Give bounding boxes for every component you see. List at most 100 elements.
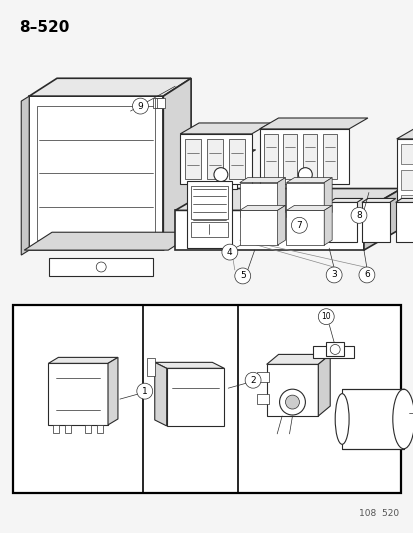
Text: 9: 9 <box>137 102 143 110</box>
Bar <box>65 425 71 433</box>
Text: 108  520: 108 520 <box>358 510 398 518</box>
Polygon shape <box>289 150 339 161</box>
Circle shape <box>221 244 237 260</box>
Circle shape <box>325 267 341 283</box>
Polygon shape <box>175 189 401 211</box>
Polygon shape <box>328 203 356 242</box>
Bar <box>228 139 244 179</box>
Circle shape <box>234 268 250 284</box>
Polygon shape <box>166 368 224 426</box>
Bar <box>400 196 413 215</box>
Ellipse shape <box>335 394 348 445</box>
Polygon shape <box>24 232 196 250</box>
Polygon shape <box>266 354 330 365</box>
Polygon shape <box>154 362 166 426</box>
Polygon shape <box>259 129 348 183</box>
Text: 1: 1 <box>142 386 147 395</box>
Polygon shape <box>361 203 389 242</box>
Bar <box>157 98 165 108</box>
Polygon shape <box>266 365 318 416</box>
Circle shape <box>132 98 148 114</box>
Circle shape <box>298 168 311 182</box>
Polygon shape <box>147 358 154 376</box>
Polygon shape <box>277 177 285 217</box>
Polygon shape <box>259 118 367 129</box>
Bar <box>53 425 59 433</box>
Bar <box>187 181 231 248</box>
Text: 3: 3 <box>330 270 336 279</box>
Bar <box>289 161 320 189</box>
Polygon shape <box>361 198 395 203</box>
Polygon shape <box>48 364 108 425</box>
Text: 6: 6 <box>363 270 369 279</box>
Circle shape <box>330 344 339 354</box>
Polygon shape <box>323 177 331 217</box>
Polygon shape <box>239 177 285 183</box>
Bar <box>256 394 268 404</box>
Circle shape <box>96 262 106 272</box>
Bar <box>400 144 413 164</box>
Polygon shape <box>395 198 413 203</box>
Text: 4: 4 <box>226 248 232 256</box>
Bar <box>283 134 297 179</box>
Polygon shape <box>341 389 403 449</box>
Circle shape <box>285 395 299 409</box>
Polygon shape <box>21 96 29 255</box>
Circle shape <box>291 217 306 233</box>
Polygon shape <box>108 358 118 425</box>
Polygon shape <box>363 189 401 250</box>
Polygon shape <box>286 177 331 183</box>
Bar <box>325 343 343 357</box>
Bar <box>155 98 163 108</box>
Ellipse shape <box>392 389 413 449</box>
Polygon shape <box>239 211 277 245</box>
Text: 10: 10 <box>320 312 330 321</box>
Bar <box>49 258 153 276</box>
Polygon shape <box>29 96 163 250</box>
Bar <box>191 222 227 237</box>
Bar <box>153 98 161 108</box>
Text: 8–520: 8–520 <box>19 20 69 35</box>
Circle shape <box>214 168 227 182</box>
Polygon shape <box>48 358 118 364</box>
Circle shape <box>350 207 366 223</box>
Polygon shape <box>180 123 270 134</box>
Polygon shape <box>395 203 413 242</box>
Circle shape <box>358 267 374 283</box>
Text: 2: 2 <box>250 376 255 385</box>
Circle shape <box>244 372 261 388</box>
Polygon shape <box>239 183 277 217</box>
Bar <box>85 425 91 433</box>
Polygon shape <box>286 183 323 217</box>
Polygon shape <box>180 134 251 183</box>
Bar <box>396 139 413 228</box>
Bar <box>13 305 400 494</box>
Bar <box>204 161 236 189</box>
Bar <box>263 134 277 179</box>
Text: 8: 8 <box>355 211 361 220</box>
Bar <box>97 425 103 433</box>
Bar <box>313 346 353 358</box>
Polygon shape <box>29 78 191 96</box>
Bar <box>191 185 227 219</box>
Bar <box>185 139 201 179</box>
Circle shape <box>279 389 305 415</box>
Bar <box>256 372 268 382</box>
Bar <box>303 134 316 179</box>
Text: 5: 5 <box>239 271 245 280</box>
Bar <box>323 134 336 179</box>
Circle shape <box>318 309 333 325</box>
Polygon shape <box>277 205 285 245</box>
Polygon shape <box>286 205 331 211</box>
Polygon shape <box>175 211 363 250</box>
Text: 7: 7 <box>296 221 301 230</box>
Bar <box>206 139 222 179</box>
Polygon shape <box>286 211 323 245</box>
Circle shape <box>136 383 152 399</box>
Polygon shape <box>318 354 330 416</box>
Polygon shape <box>163 78 191 250</box>
Polygon shape <box>328 198 362 203</box>
Bar <box>37 106 155 240</box>
Polygon shape <box>396 128 413 139</box>
Polygon shape <box>323 205 331 245</box>
